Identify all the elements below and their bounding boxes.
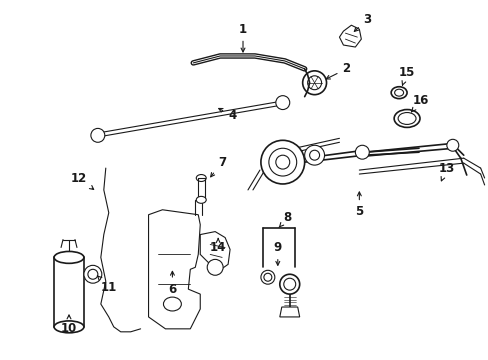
Circle shape (304, 145, 324, 165)
Circle shape (275, 96, 289, 109)
Ellipse shape (393, 109, 419, 127)
Text: 5: 5 (354, 192, 363, 218)
Circle shape (261, 270, 274, 284)
Circle shape (207, 260, 223, 275)
Circle shape (279, 274, 299, 294)
Ellipse shape (54, 321, 84, 333)
Text: 13: 13 (438, 162, 454, 181)
Ellipse shape (54, 251, 84, 264)
Text: 12: 12 (71, 171, 94, 189)
Circle shape (91, 129, 104, 142)
Text: 4: 4 (218, 108, 236, 122)
Text: 2: 2 (325, 62, 350, 79)
Circle shape (446, 139, 458, 151)
Circle shape (84, 265, 102, 283)
Text: 1: 1 (239, 23, 246, 52)
Circle shape (261, 140, 304, 184)
Polygon shape (148, 210, 200, 329)
Ellipse shape (196, 196, 206, 203)
Text: 9: 9 (273, 241, 282, 265)
Polygon shape (200, 231, 230, 271)
Text: 6: 6 (168, 271, 176, 296)
Text: 14: 14 (209, 238, 226, 254)
Polygon shape (339, 25, 361, 47)
Ellipse shape (390, 87, 406, 99)
Text: 10: 10 (61, 315, 77, 336)
Polygon shape (279, 307, 299, 317)
Text: 11: 11 (97, 276, 117, 294)
Text: 3: 3 (354, 13, 370, 31)
Text: 16: 16 (410, 94, 428, 112)
Circle shape (355, 145, 368, 159)
Text: 15: 15 (398, 66, 414, 85)
Text: 7: 7 (210, 156, 226, 177)
Text: 8: 8 (279, 211, 291, 228)
